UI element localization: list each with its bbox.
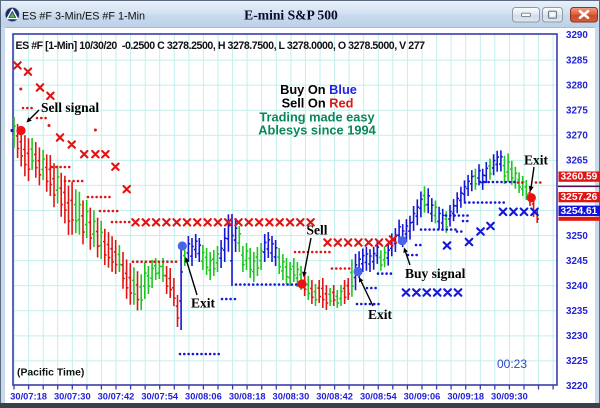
svg-text:Buy On Blue: Buy On Blue xyxy=(280,82,357,97)
svg-text:30/08:42: 30/08:42 xyxy=(316,392,353,402)
svg-text:30/08:30: 30/08:30 xyxy=(273,392,310,402)
svg-text:3225: 3225 xyxy=(566,356,588,367)
svg-text:Buy signal: Buy signal xyxy=(405,266,466,281)
svg-text:00:23: 00:23 xyxy=(497,357,527,371)
svg-text:Sell signal: Sell signal xyxy=(41,100,99,115)
svg-text:ES #F 3-Min/ES #F 1-Min: ES #F 3-Min/ES #F 1-Min xyxy=(22,11,145,23)
svg-text:3240: 3240 xyxy=(566,281,588,292)
svg-text:30/09:18: 30/09:18 xyxy=(447,392,484,402)
svg-text:3245: 3245 xyxy=(566,256,588,267)
svg-text:3260.59: 3260.59 xyxy=(561,172,598,183)
svg-text:ES #F [1-Min] 10/30/20 -0.250: ES #F [1-Min] 10/30/20 -0.2500 C 3278.25… xyxy=(16,40,426,52)
svg-text:3285: 3285 xyxy=(566,55,588,66)
svg-text:Exit: Exit xyxy=(191,296,216,311)
svg-text:(Pacific Time): (Pacific Time) xyxy=(17,368,84,379)
svg-text:Trading made easy: Trading made easy xyxy=(259,110,375,125)
svg-text:Exit: Exit xyxy=(368,307,393,322)
svg-text:Sell: Sell xyxy=(307,223,328,238)
svg-text:3230: 3230 xyxy=(566,331,588,342)
svg-text:3270: 3270 xyxy=(566,131,588,142)
svg-text:30/08:54: 30/08:54 xyxy=(360,392,398,402)
svg-text:3235: 3235 xyxy=(566,306,588,317)
svg-text:3257.26: 3257.26 xyxy=(561,192,598,203)
svg-text:3220: 3220 xyxy=(566,381,588,392)
svg-text:Ablesys since 1994: Ablesys since 1994 xyxy=(258,123,376,138)
svg-text:30/09:30: 30/09:30 xyxy=(491,392,528,402)
svg-text:30/08:18: 30/08:18 xyxy=(229,392,266,402)
svg-text:30/08:06: 30/08:06 xyxy=(185,392,222,402)
svg-text:3290: 3290 xyxy=(566,30,588,41)
svg-text:3265: 3265 xyxy=(566,156,588,167)
svg-text:30/07:30: 30/07:30 xyxy=(54,392,91,402)
svg-text:30/07:42: 30/07:42 xyxy=(98,392,135,402)
svg-text:30/07:54: 30/07:54 xyxy=(141,392,179,402)
svg-text:3254.61: 3254.61 xyxy=(561,206,598,217)
svg-text:30/07:18: 30/07:18 xyxy=(10,392,47,402)
svg-text:Sell On Red: Sell On Red xyxy=(282,96,354,111)
svg-text:Exit: Exit xyxy=(524,153,549,168)
svg-text:3275: 3275 xyxy=(566,105,588,116)
svg-text:30/09:06: 30/09:06 xyxy=(404,392,441,402)
svg-text:3280: 3280 xyxy=(566,80,588,91)
svg-text:E-mini S&P 500: E-mini S&P 500 xyxy=(244,8,338,23)
svg-text:3250: 3250 xyxy=(566,231,588,242)
